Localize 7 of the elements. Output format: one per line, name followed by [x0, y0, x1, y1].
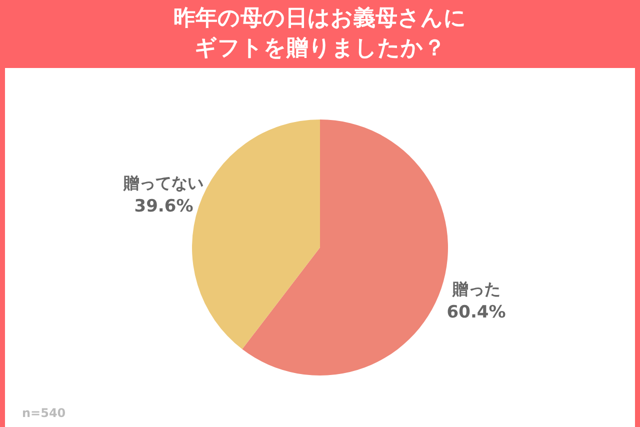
pie-slice — [242, 120, 448, 376]
data-label: 60.4% — [446, 302, 506, 322]
text: n=540 — [22, 406, 66, 420]
data-label: 39.6% — [134, 196, 194, 217]
chart-title: 昨年の母の日はお義母さんにギフトを贈りましたか？ — [174, 6, 466, 61]
slice-label: 贈った — [451, 279, 500, 298]
slice-label: 贈ってない — [122, 174, 204, 193]
